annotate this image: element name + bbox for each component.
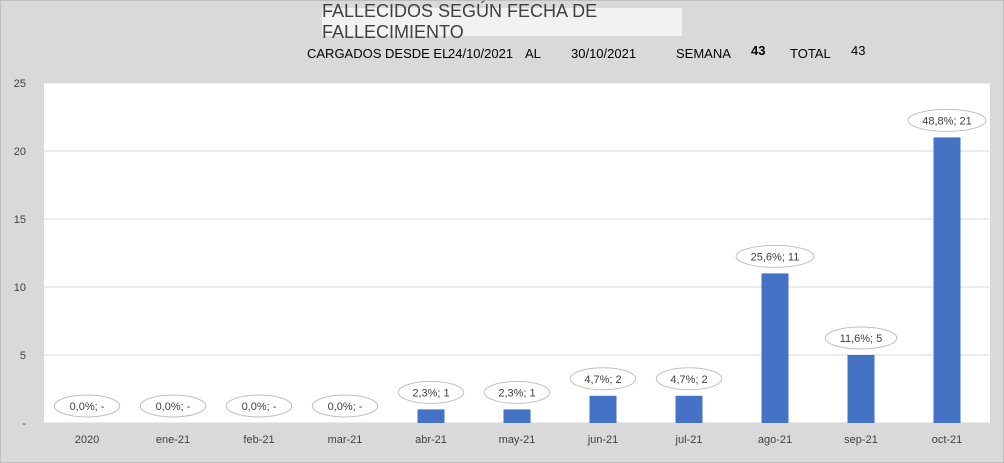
data-label-bubble <box>53 394 121 418</box>
data-label-bubble <box>139 394 207 418</box>
bar <box>675 395 703 423</box>
cargados-label: CARGADOS DESDE EL <box>307 46 450 61</box>
data-label-bubble <box>569 367 637 391</box>
semana-label: SEMANA <box>676 46 731 61</box>
x-tick-label: oct-21 <box>932 434 963 446</box>
data-label: 0,0%; - <box>70 401 105 413</box>
data-label: 48,8%; 21 <box>922 115 972 127</box>
data-label: 0,0%; - <box>242 401 277 413</box>
x-tick-label: jun-21 <box>587 434 619 446</box>
data-label-bubble <box>483 380 551 404</box>
data-label: 25,6%; 11 <box>751 251 800 263</box>
desde-date: 24/10/2021 <box>448 46 514 61</box>
x-tick-label: abr-21 <box>415 434 447 446</box>
x-tick-label: may-21 <box>499 434 536 446</box>
data-label-bubble <box>225 394 293 418</box>
data-label-bubble <box>655 367 723 391</box>
y-tick-label: 15 <box>14 214 26 226</box>
data-label: 4,7%; 2 <box>670 374 707 386</box>
data-label: 0,0%; - <box>328 401 363 413</box>
bar <box>933 137 961 423</box>
bar <box>417 409 445 423</box>
x-tick-label: feb-21 <box>243 434 274 446</box>
hasta-date: 30/10/2021 <box>571 46 637 61</box>
data-label: 0,0%; - <box>156 401 191 413</box>
x-tick-label: mar-21 <box>328 434 363 446</box>
data-label: 11,6%; 5 <box>840 333 883 345</box>
data-label-bubble <box>907 108 987 132</box>
data-label-bubble <box>735 244 815 268</box>
data-label-bubble <box>311 394 379 418</box>
y-tick-label: 5 <box>20 350 26 362</box>
bar <box>503 409 531 423</box>
plot-area <box>44 83 990 423</box>
x-tick-label: sep-21 <box>844 434 878 446</box>
data-label-bubble <box>824 326 898 350</box>
y-tick-label: 20 <box>14 146 26 158</box>
y-tick-label: 25 <box>14 78 26 90</box>
bar <box>589 395 617 423</box>
bar <box>761 273 789 423</box>
x-tick-label: jul-21 <box>675 434 703 446</box>
data-label: 4,7%; 2 <box>584 374 621 386</box>
semana-value: 43 <box>751 43 766 58</box>
al-label: AL <box>525 46 541 61</box>
total-value: 43 <box>851 43 866 58</box>
y-tick-label: 10 <box>14 282 26 294</box>
data-label: 2,3%; 1 <box>412 387 449 399</box>
total-label: TOTAL <box>790 46 831 61</box>
data-label: 2,3%; 1 <box>498 387 535 399</box>
bar <box>847 355 875 423</box>
x-tick-label: ago-21 <box>758 434 792 446</box>
x-tick-label: 2020 <box>75 434 99 446</box>
x-tick-label: ene-21 <box>156 434 190 446</box>
data-label-bubble <box>397 380 465 404</box>
y-tick-label: - <box>22 418 26 430</box>
